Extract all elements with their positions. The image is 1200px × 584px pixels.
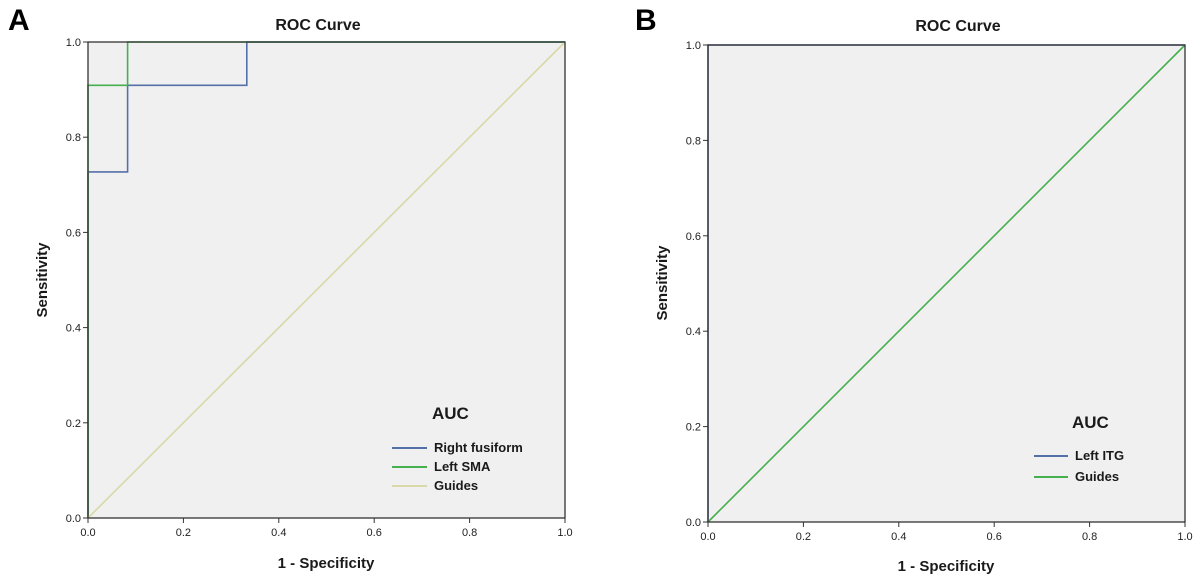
legend-entry: Left ITG xyxy=(1075,448,1124,463)
y-tick-label: 0.8 xyxy=(686,135,701,147)
legend-entry: Left SMA xyxy=(434,459,491,474)
chart-title: ROC Curve xyxy=(275,17,360,34)
plot-frame xyxy=(707,44,1186,523)
y-tick-label: 0.8 xyxy=(66,132,81,144)
chart-title: ROC Curve xyxy=(915,18,1000,35)
y-axis-label: Sensitivity xyxy=(654,245,671,321)
legend: AUC Left ITG Guides xyxy=(1034,413,1124,484)
legend-entry: Right fusiform xyxy=(434,440,523,455)
x-tick-label: 1.0 xyxy=(557,527,572,539)
y-axis-label: Sensitivity xyxy=(34,242,51,318)
x-tick-label: 0.2 xyxy=(176,527,191,539)
legend-title: AUC xyxy=(432,404,469,423)
legend-entry: Guides xyxy=(1075,469,1119,484)
series-line-guides xyxy=(87,41,566,519)
y-tick-label: 0.2 xyxy=(66,418,81,430)
y-tick-label: 0.6 xyxy=(66,227,81,239)
series-line-guides xyxy=(707,44,1186,523)
x-axis-label: 1 - Specificity xyxy=(278,555,375,572)
legend-entry: Guides xyxy=(434,478,478,493)
x-tick-label: 0.2 xyxy=(796,531,811,543)
y-tick-label: 0.4 xyxy=(66,323,81,335)
chart-panel-a: A ROC Curve 0.0 0.2 0.4 0.6 0.8 1.0 0.0 0.2 0.4 0.6… xyxy=(8,4,573,572)
legend-title: AUC xyxy=(1072,413,1109,432)
y-tick-label: 0.0 xyxy=(66,513,81,525)
y-tick-label: 1.0 xyxy=(66,37,81,49)
legend: AUC Right fusiform Left SMA Guides xyxy=(392,404,523,493)
plot-frame xyxy=(87,41,566,519)
x-tick-label: 0.4 xyxy=(891,531,906,543)
x-tick-label: 1.0 xyxy=(1177,531,1192,543)
y-tick-label: 0.0 xyxy=(686,517,701,529)
panel-label: B xyxy=(635,4,657,37)
x-axis-label: 1 - Specificity xyxy=(898,558,995,575)
x-tick-label: 0.6 xyxy=(367,527,382,539)
x-tick-label: 0.8 xyxy=(1082,531,1097,543)
y-tick-label: 0.2 xyxy=(686,422,701,434)
chart-panel-b: B ROC Curve 0.0 0.2 0.4 0.6 0.8 1.0 0.0 0.2 0.4 0.6… xyxy=(635,4,1193,575)
y-tick-label: 0.4 xyxy=(686,326,701,338)
x-tick-label: 0.4 xyxy=(271,527,286,539)
panel-label: A xyxy=(8,4,30,37)
x-tick-label: 0.6 xyxy=(987,531,1002,543)
y-tick-label: 0.6 xyxy=(686,231,701,243)
x-tick-label: 0.8 xyxy=(462,527,477,539)
x-tick-label: 0.0 xyxy=(700,531,715,543)
y-tick-label: 1.0 xyxy=(686,40,701,52)
x-tick-label: 0.0 xyxy=(80,527,95,539)
